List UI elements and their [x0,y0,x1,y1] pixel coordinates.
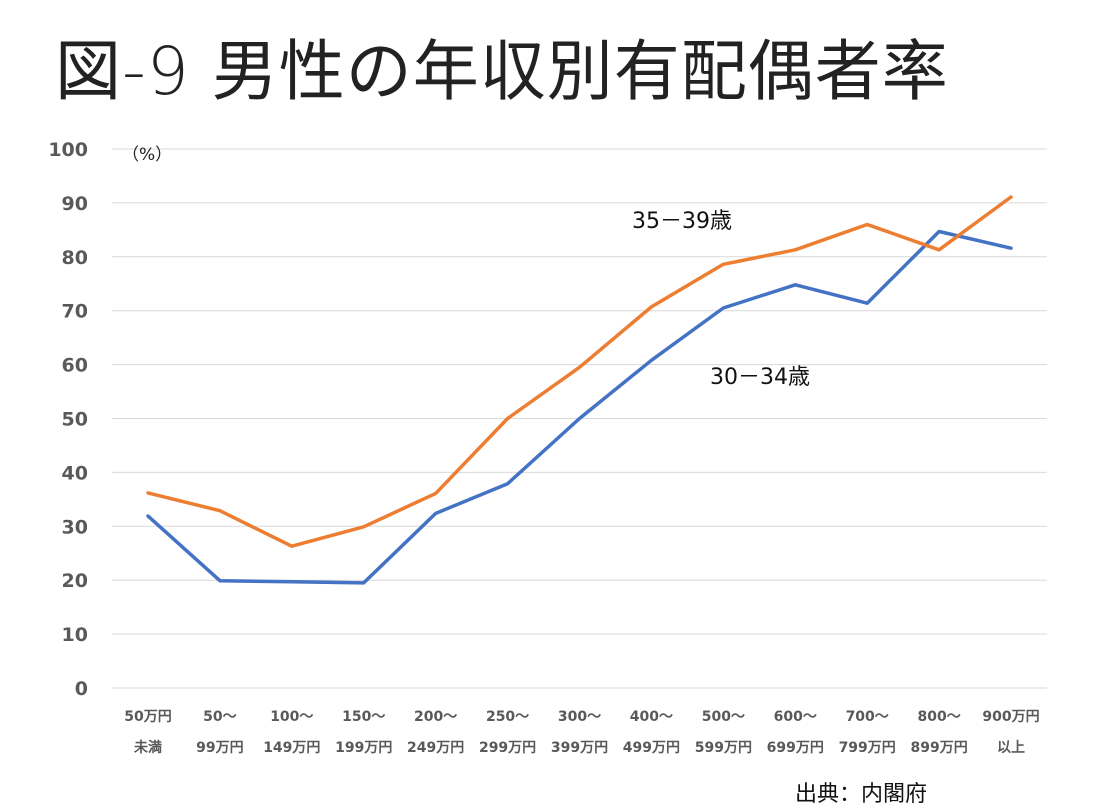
series-label-30-34: 30－34歳 [710,365,810,390]
y-tick-label: 0 [75,678,88,700]
y-tick-label: 10 [62,624,88,646]
y-tick-label: 100 [48,139,88,161]
x-tick-label-line: 399万円 [551,740,608,756]
y-unit-label: （%） [122,145,172,165]
x-tick-label-line: 499万円 [623,740,680,756]
series-lines [146,195,1013,585]
y-tick-label: 80 [62,247,88,269]
x-tick-label-line: 50万円 [124,709,171,725]
x-tick-label-line: 500〜 [702,709,745,725]
x-tick-label-line: 300〜 [558,709,601,725]
x-tick-label: 250〜 299万円 [479,709,536,756]
x-tick-label: 100〜 149万円 [263,709,320,756]
x-tick-label-line: 800〜 [917,709,960,725]
x-tick-label: 500〜 599万円 [695,709,752,756]
x-tick-label: 400〜 499万円 [623,709,680,756]
x-tick-label-line: 599万円 [695,740,752,756]
x-tick-label: 150〜 199万円 [335,709,392,756]
x-tick-label-line: 699万円 [767,740,824,756]
x-tick-label: 700〜 799万円 [839,709,896,756]
y-tick-label: 60 [62,355,88,377]
series-line-1 [146,195,1013,548]
y-tick-label: 40 [62,462,88,484]
y-tick-label: 20 [62,570,88,592]
x-tick-label-line: 249万円 [407,740,464,756]
x-tick-label: 50〜 99万円 [196,709,243,756]
y-tick-label: 70 [62,301,88,323]
x-tick-label-line: 50〜 [203,709,236,725]
series-label-35-39: 35－39歳 [632,209,732,234]
x-axis-ticks: 50万円未満 50〜 99万円 100〜 149万円 150〜 199万円 200〜 249万円… [124,709,1039,756]
x-tick-label-line: 199万円 [335,740,392,756]
x-tick-label-line: 200〜 [414,709,457,725]
x-tick-label-line: 899万円 [910,740,967,756]
x-tick-label-line: 600〜 [774,709,817,725]
x-tick-label-line: 以上 [997,740,1025,756]
y-axis-ticks: 0 10 20 30 40 50 60 70 80 90 100 [48,139,88,700]
x-tick-label-line: 400〜 [630,709,673,725]
x-tick-label-line: 100〜 [270,709,313,725]
x-tick-label-line: 700〜 [846,709,889,725]
x-tick-label-line: 299万円 [479,740,536,756]
x-tick-label-line: 799万円 [839,740,896,756]
y-tick-label: 90 [62,193,88,215]
x-tick-label-line: 未満 [134,739,162,756]
x-tick-label-line: 250〜 [486,709,529,725]
x-tick-label-line: 149万円 [263,740,320,756]
source-note: 出典：内閣府 [795,782,928,807]
x-tick-label-line: 99万円 [196,740,243,756]
x-tick-label: 800〜 899万円 [910,709,967,756]
x-tick-label: 200〜 249万円 [407,709,464,756]
series-line-0 [146,229,1013,585]
x-tick-label-line: 150〜 [342,709,385,725]
x-tick-label: 900万円以上 [982,709,1039,756]
y-tick-label: 30 [62,516,88,538]
x-tick-label: 600〜 699万円 [767,709,824,756]
x-tick-label: 300〜 399万円 [551,709,608,756]
x-tick-label: 50万円未満 [124,709,171,756]
x-tick-label-line: 900万円 [982,709,1039,725]
chart-title: 図-9 男性の年収別有配偶者率 [55,33,949,110]
y-tick-label: 50 [62,409,88,431]
